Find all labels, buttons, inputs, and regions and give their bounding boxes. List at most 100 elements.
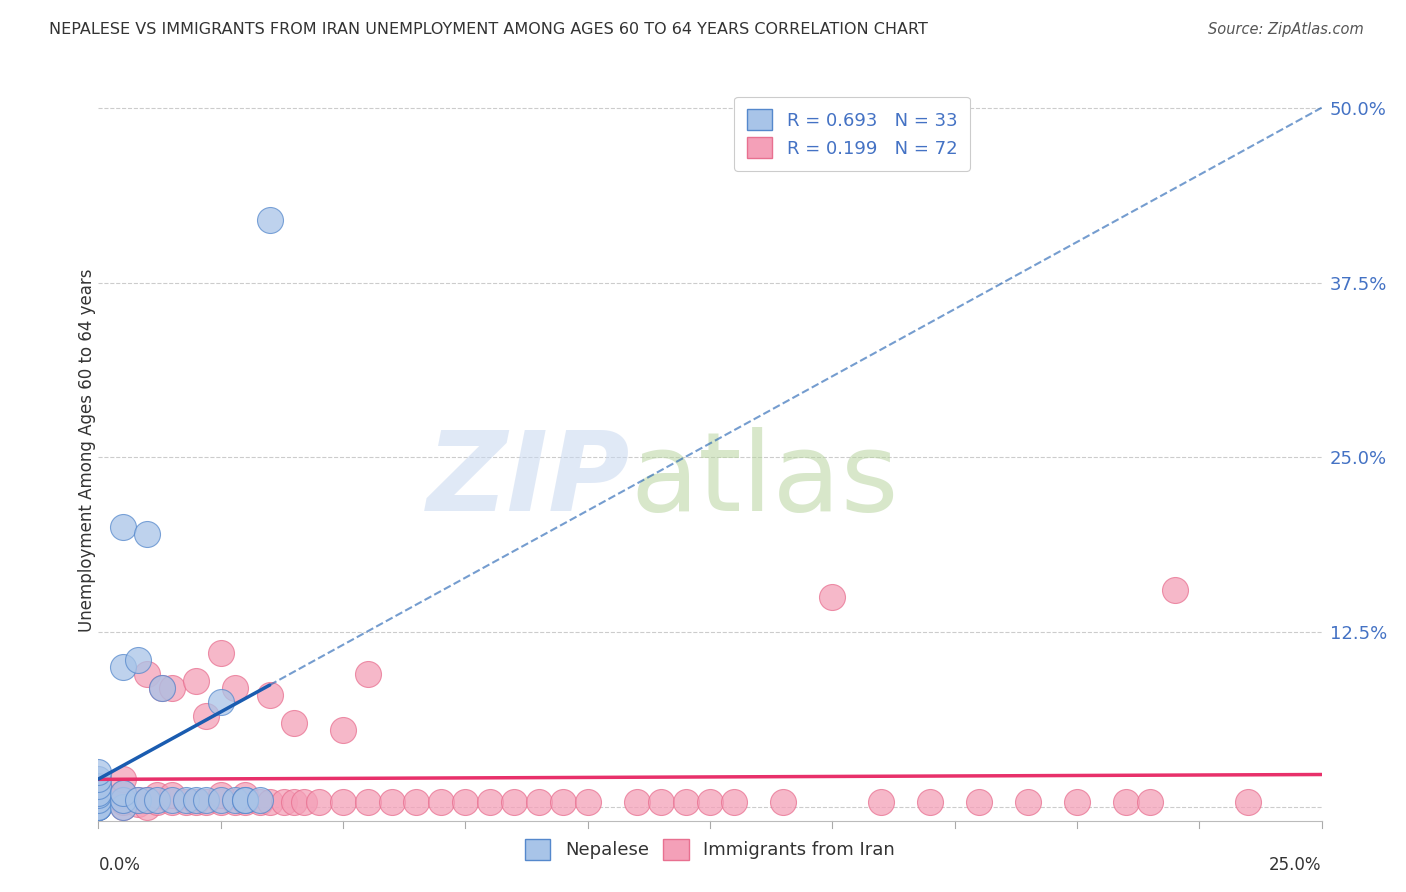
Point: [111, 520, 134, 534]
Point: [87, 793, 110, 807]
Point: [186, 673, 208, 688]
Point: [209, 796, 232, 810]
Point: [87, 786, 110, 800]
Point: [259, 688, 281, 702]
Point: [259, 213, 281, 227]
Point: [233, 793, 256, 807]
Point: [150, 681, 173, 695]
Point: [209, 793, 232, 807]
Point: [209, 789, 232, 803]
Point: [233, 796, 256, 810]
Point: [626, 796, 648, 810]
Point: [405, 796, 427, 810]
Point: [127, 793, 149, 807]
Point: [356, 796, 378, 810]
Point: [283, 715, 305, 730]
Point: [209, 646, 232, 660]
Point: [1237, 796, 1260, 810]
Point: [136, 793, 159, 807]
Text: 0.0%: 0.0%: [98, 855, 141, 873]
Y-axis label: Unemployment Among Ages 60 to 64 years: Unemployment Among Ages 60 to 64 years: [79, 268, 96, 632]
Point: [136, 793, 159, 807]
Point: [259, 796, 281, 810]
Point: [233, 793, 256, 807]
Point: [920, 796, 942, 810]
Point: [1164, 583, 1187, 598]
Point: [527, 796, 550, 810]
Point: [87, 797, 110, 811]
Point: [136, 527, 159, 541]
Point: [111, 799, 134, 814]
Point: [87, 793, 110, 807]
Point: [195, 709, 218, 723]
Point: [146, 793, 169, 807]
Point: [111, 793, 134, 807]
Point: [430, 796, 453, 810]
Point: [87, 789, 110, 803]
Point: [111, 796, 134, 810]
Point: [87, 772, 110, 786]
Point: [273, 796, 295, 810]
Point: [723, 796, 745, 810]
Point: [87, 799, 110, 814]
Point: [308, 796, 330, 810]
Point: [1139, 796, 1161, 810]
Point: [967, 796, 990, 810]
Point: [454, 796, 477, 810]
Point: [146, 796, 169, 810]
Text: 25.0%: 25.0%: [1270, 855, 1322, 873]
Point: [160, 789, 183, 803]
Legend: Nepalese, Immigrants from Iran: Nepalese, Immigrants from Iran: [517, 832, 903, 867]
Point: [111, 793, 134, 807]
Point: [675, 796, 697, 810]
Point: [160, 681, 183, 695]
Point: [249, 796, 271, 810]
Point: [503, 796, 526, 810]
Point: [821, 590, 844, 604]
Point: [332, 723, 354, 737]
Point: [195, 796, 218, 810]
Point: [136, 799, 159, 814]
Point: [553, 796, 575, 810]
Point: [209, 695, 232, 709]
Point: [186, 796, 208, 810]
Point: [650, 796, 672, 810]
Point: [1066, 796, 1088, 810]
Point: [576, 796, 599, 810]
Point: [186, 793, 208, 807]
Text: atlas: atlas: [630, 426, 898, 533]
Text: NEPALESE VS IMMIGRANTS FROM IRAN UNEMPLOYMENT AMONG AGES 60 TO 64 YEARS CORRELAT: NEPALESE VS IMMIGRANTS FROM IRAN UNEMPLO…: [49, 22, 928, 37]
Point: [111, 786, 134, 800]
Point: [772, 796, 794, 810]
Point: [87, 799, 110, 814]
Point: [224, 793, 246, 807]
Point: [160, 796, 183, 810]
Point: [870, 796, 893, 810]
Point: [249, 793, 271, 807]
Point: [176, 796, 198, 810]
Point: [111, 660, 134, 674]
Point: [160, 793, 183, 807]
Point: [87, 786, 110, 800]
Point: [176, 793, 198, 807]
Point: [111, 772, 134, 786]
Point: [87, 779, 110, 793]
Point: [224, 796, 246, 810]
Point: [127, 797, 149, 811]
Point: [127, 653, 149, 667]
Point: [381, 796, 404, 810]
Point: [332, 796, 354, 810]
Point: [87, 799, 110, 814]
Point: [87, 799, 110, 814]
Point: [111, 786, 134, 800]
Point: [87, 779, 110, 793]
Point: [127, 793, 149, 807]
Point: [292, 796, 315, 810]
Point: [233, 789, 256, 803]
Point: [1115, 796, 1137, 810]
Point: [699, 796, 721, 810]
Text: Source: ZipAtlas.com: Source: ZipAtlas.com: [1208, 22, 1364, 37]
Text: ZIP: ZIP: [427, 426, 630, 533]
Point: [356, 667, 378, 681]
Point: [1017, 796, 1039, 810]
